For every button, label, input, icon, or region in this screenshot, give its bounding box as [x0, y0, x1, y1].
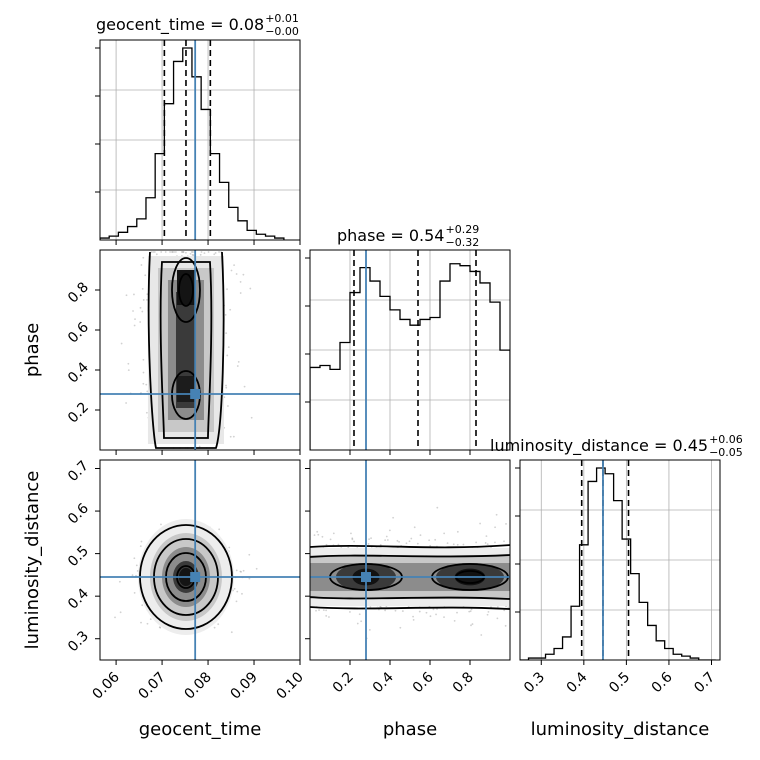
panel-title-luminosity_distance: luminosity_distance = 0.45: [490, 436, 708, 456]
truth-marker: [361, 572, 371, 583]
panel-frame: [519, 459, 721, 661]
histogram-geocent_time: [100, 40, 285, 240]
y-tick-label-luminosity_distance: 0.4: [65, 585, 92, 612]
y-axis-label-phase: phase: [22, 323, 43, 377]
density-phase-luminosity_distance: [310, 460, 510, 660]
x-tick-label-geocent_time: 0.07: [136, 669, 169, 702]
truth-marker: [190, 572, 201, 583]
y-tick-label-luminosity_distance: 0.6: [65, 500, 92, 527]
panel-frame: [309, 249, 511, 451]
y-tick-label-phase: 0.8: [65, 279, 92, 306]
title-upper-error: +0.29: [445, 223, 479, 236]
x-tick-label-phase: 0.4: [370, 669, 397, 696]
x-tick-label-phase: 0.6: [410, 669, 437, 696]
x-tick-label-luminosity_distance: 0.4: [564, 669, 591, 696]
x-axis-label-geocent_time: geocent_time: [139, 719, 262, 740]
x-axis-label-luminosity_distance: luminosity_distance: [531, 719, 710, 740]
histogram-step-luminosity_distance: [520, 467, 716, 660]
y-axis-label-luminosity_distance: luminosity_distance: [22, 471, 43, 650]
title-upper-error: +0.06: [709, 433, 743, 446]
panel-frame: [99, 249, 301, 451]
x-tick-label-luminosity_distance: 0.3: [521, 669, 548, 696]
x-tick-label-luminosity_distance: 0.7: [691, 669, 718, 696]
y-tick-label-luminosity_distance: 0.5: [65, 543, 92, 570]
density-geocent_time-phase: [100, 250, 300, 450]
histogram-step-geocent_time: [100, 47, 285, 240]
x-tick-label-geocent_time: 0.09: [227, 669, 260, 702]
density-geocent_time-luminosity_distance: [100, 460, 300, 660]
panel-frame: [99, 459, 301, 661]
x-tick-label-geocent_time: 0.06: [90, 669, 123, 702]
contour: [171, 257, 201, 323]
x-tick-label-phase: 0.8: [450, 669, 477, 696]
title-lower-error: −0.05: [709, 446, 743, 459]
y-tick-label-phase: 0.4: [65, 359, 92, 386]
histogram-luminosity_distance: [520, 460, 716, 660]
x-tick-label-luminosity_distance: 0.5: [606, 669, 633, 696]
contour: [310, 544, 510, 610]
panel-frame: [309, 459, 511, 661]
title-lower-error: −0.00: [265, 25, 299, 38]
title-lower-error: −0.32: [445, 236, 479, 249]
contour: [159, 261, 213, 439]
y-tick-label-phase: 0.2: [65, 399, 92, 426]
contour: [147, 251, 225, 449]
contour: [310, 554, 510, 600]
x-tick-label-geocent_time: 0.10: [273, 669, 306, 702]
density-blocks: [147, 256, 224, 444]
contours: [147, 251, 225, 449]
histogram-step-phase: [310, 263, 510, 450]
x-tick-label-phase: 0.2: [330, 669, 357, 696]
y-tick-label-luminosity_distance: 0.3: [65, 628, 92, 655]
y-tick-label-phase: 0.6: [65, 319, 92, 346]
x-tick-label-geocent_time: 0.08: [182, 669, 215, 702]
truth-marker: [190, 389, 201, 399]
x-axis-label-phase: phase: [383, 719, 437, 740]
x-tick-label-luminosity_distance: 0.6: [649, 669, 676, 696]
panel-frame: [99, 39, 301, 241]
title-upper-error: +0.01: [265, 12, 299, 25]
panel-title-phase: phase = 0.54: [337, 226, 444, 245]
contour: [178, 273, 194, 307]
panel-title-geocent_time: geocent_time = 0.08: [96, 15, 264, 35]
y-tick-label-luminosity_distance: 0.7: [65, 458, 92, 485]
histogram-phase: [310, 250, 510, 450]
